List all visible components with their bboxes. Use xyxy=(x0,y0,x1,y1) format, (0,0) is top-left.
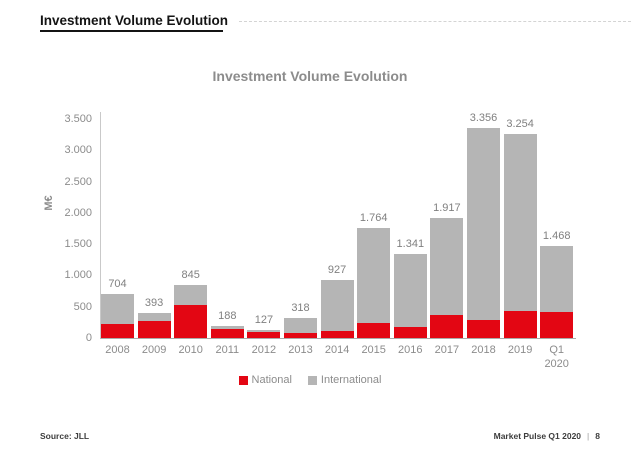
x-tick-label: 2012 xyxy=(251,344,277,356)
y-tick-label: 3.000 xyxy=(64,144,92,157)
source-note: Source: JLL xyxy=(40,431,90,441)
bar-2015 xyxy=(357,227,391,338)
bar-segment-international xyxy=(503,134,537,312)
header-dashed-rule xyxy=(239,21,631,22)
y-tick-label: 3.500 xyxy=(64,113,92,125)
bar-segment-national xyxy=(357,323,391,338)
bar-2019 xyxy=(503,134,537,338)
bar-segment-national xyxy=(174,304,208,338)
bar-2009 xyxy=(137,313,171,338)
chart-title: Investment Volume Evolution xyxy=(212,68,408,84)
bar-2010 xyxy=(174,285,208,338)
bar-segment-international xyxy=(101,293,134,324)
bar-segment-international xyxy=(247,330,281,333)
x-tick-label: 2010 xyxy=(178,344,203,356)
x-tick-label: Q1 2020 xyxy=(544,344,569,370)
international-swatch-icon xyxy=(307,375,317,385)
footer-publication: Market Pulse Q1 2020 xyxy=(493,431,582,441)
bar-segment-international xyxy=(174,285,208,305)
legend-label-national: National xyxy=(251,374,292,386)
y-tick-label: 500 xyxy=(73,300,92,313)
x-tick-label: 2019 xyxy=(507,344,533,356)
bar-segment-national xyxy=(247,332,281,338)
bar-q1-2020 xyxy=(540,246,574,338)
bar-segment-international xyxy=(357,227,391,323)
bar-value-label: 1.764 xyxy=(359,211,388,224)
x-tick-label: 2008 xyxy=(105,344,130,356)
bar-2016 xyxy=(393,254,427,338)
x-tick-label: 2011 xyxy=(215,344,240,356)
y-tick-label: 2.000 xyxy=(64,206,92,219)
legend-label-international: International xyxy=(320,374,382,386)
bar-segment-national xyxy=(503,311,537,338)
bar-segment-national xyxy=(430,314,464,338)
bar-2012 xyxy=(247,330,281,338)
bar-segment-international xyxy=(393,254,427,327)
x-tick-label: 2018 xyxy=(471,344,496,356)
bar-segment-national xyxy=(284,333,317,338)
bar-segment-international xyxy=(210,326,244,330)
bar-segment-international xyxy=(467,128,500,320)
bar-2011 xyxy=(210,326,244,338)
bar-value-label: 1.468 xyxy=(542,230,571,243)
chart-legend: National International xyxy=(40,374,580,386)
footer-separator: | xyxy=(587,431,590,441)
x-tick-label: 2015 xyxy=(361,344,386,356)
bar-value-label: 393 xyxy=(144,297,164,310)
x-tick-label: 2014 xyxy=(324,344,350,356)
bar-segment-national xyxy=(393,326,427,338)
bar-segment-international xyxy=(137,313,171,322)
x-tick-label: 2009 xyxy=(141,344,167,356)
y-tick-label: 0 xyxy=(85,332,92,344)
bar-segment-international xyxy=(540,246,574,312)
bar-value-label: 1.341 xyxy=(396,238,425,251)
bar-2017 xyxy=(430,218,464,338)
x-tick-label: 2013 xyxy=(288,344,313,356)
bar-value-label: 188 xyxy=(218,310,237,323)
bar-value-label: 845 xyxy=(181,269,200,282)
footer-page-number: 8 xyxy=(595,431,600,441)
x-tick-label: 2016 xyxy=(398,344,423,356)
bar-segment-national xyxy=(540,312,574,338)
bar-segment-international xyxy=(430,218,464,315)
footer-right: Market Pulse Q1 2020 | 8 xyxy=(494,431,600,441)
page-title-underline xyxy=(40,30,223,32)
y-tick-label: 1.500 xyxy=(64,238,92,251)
legend-item-international: International xyxy=(307,374,382,386)
bar-segment-national xyxy=(210,329,244,338)
bar-segment-national xyxy=(467,319,500,338)
bar-2014 xyxy=(320,280,354,338)
bar-segment-international xyxy=(284,318,317,334)
legend-item-national: National xyxy=(238,374,292,386)
y-tick-label: 1.000 xyxy=(64,269,92,282)
bar-2008 xyxy=(101,293,134,338)
bar-value-label: 927 xyxy=(327,264,347,276)
bar-2018 xyxy=(467,128,500,338)
national-swatch-icon xyxy=(238,375,248,385)
bar-value-label: 127 xyxy=(254,314,274,327)
bar-segment-national xyxy=(137,321,171,338)
y-tick-label: 2.500 xyxy=(64,175,92,188)
bar-segment-international xyxy=(320,280,354,332)
plot-area xyxy=(100,112,576,339)
page-title: Investment Volume Evolution xyxy=(40,13,229,28)
bar-segment-national xyxy=(101,323,134,338)
x-tick-label: 2017 xyxy=(434,344,460,356)
bar-value-label: 3.356 xyxy=(469,112,498,124)
bar-value-label: 704 xyxy=(108,277,127,290)
bar-value-label: 318 xyxy=(291,302,310,315)
bar-2013 xyxy=(284,318,317,338)
bar-value-label: 1.917 xyxy=(433,202,461,215)
bar-value-label: 3.254 xyxy=(506,118,534,131)
bar-segment-national xyxy=(320,331,354,338)
